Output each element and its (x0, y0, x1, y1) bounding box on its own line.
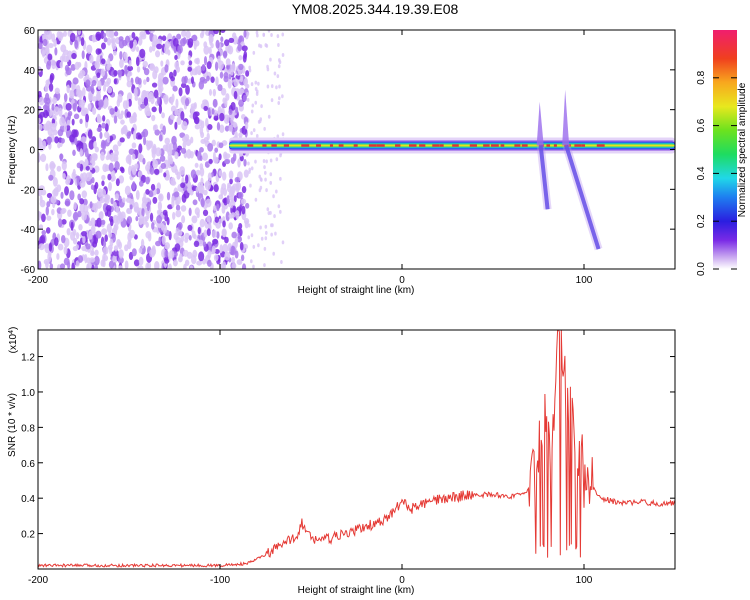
spectrogram-y-ticks: 60 40 20 0 -20 -40 -60 (21, 26, 675, 276)
y-tick-label: 1.2 (21, 353, 35, 364)
y-tick-label: 0.2 (21, 530, 35, 541)
snr-panel: -200 -100 0 100 0.2 0.4 0.6 0.8 1.0 1.2 Height o… (7, 327, 676, 596)
spectrogram-y-label: Frequency (Hz) (7, 116, 18, 185)
y-tick-label: 0.4 (21, 494, 35, 505)
colorbar-tick-label: 0.6 (696, 118, 707, 132)
colorbar-tick-label: 0.0 (696, 262, 707, 276)
snr-x-label: Height of straight line (km) (298, 585, 415, 596)
colorbar: 0.0 0.2 0.4 0.6 0.8 Normalized spectral ampl… (696, 30, 748, 276)
colorbar-tick-label: 0.2 (696, 214, 707, 228)
y-tick-label: 0.6 (21, 459, 35, 470)
noise-speckles (38, 30, 285, 269)
spectrogram-content (38, 30, 675, 269)
carrier-band (229, 137, 675, 154)
y-tick-label: -20 (21, 185, 36, 196)
colorbar-label: Normalized spectral amplitude (737, 82, 748, 217)
colorbar-tick-label: 0.4 (696, 166, 707, 180)
excursion-0 (536, 101, 552, 210)
spectrogram-x-label: Height of straight line (km) (298, 285, 415, 296)
spectrogram-x-ticks: -200 -100 0 100 (28, 30, 593, 286)
snr-x-ticks: -200 -100 0 100 (28, 330, 593, 586)
snr-y-ticks: 0.2 0.4 0.6 0.8 1.0 1.2 (21, 353, 675, 541)
snr-multiplier-base: (x10 (8, 333, 19, 353)
colorbar-ticks: 0.0 0.2 0.4 0.6 0.8 (696, 70, 737, 276)
y-tick-label: 0 (29, 146, 35, 157)
x-tick-label: -200 (28, 575, 48, 586)
snr-multiplier: (x104) (8, 327, 19, 354)
x-tick-label: 0 (399, 275, 405, 286)
x-tick-label: 0 (399, 575, 405, 586)
x-tick-label: 100 (576, 275, 593, 286)
y-tick-label: 20 (24, 106, 36, 117)
y-tick-label: -60 (21, 265, 36, 276)
y-tick-label: 60 (24, 26, 36, 37)
snr-multiplier-close: ) (8, 327, 19, 330)
x-tick-label: -200 (28, 275, 48, 286)
colorbar-gradient (713, 30, 737, 269)
snr-multiplier-exp: 4 (8, 330, 15, 334)
x-tick-label: -100 (210, 575, 230, 586)
snr-y-label: SNR (10 * v/v) (7, 393, 18, 457)
excursion-1 (562, 89, 603, 251)
x-tick-label: -100 (210, 275, 230, 286)
y-tick-label: -40 (21, 225, 36, 236)
figure-title: YM08.2025.344.19.39.E08 (292, 1, 459, 17)
y-tick-label: 0.8 (21, 423, 35, 434)
colorbar-tick-label: 0.8 (696, 70, 707, 84)
x-tick-label: 100 (576, 575, 593, 586)
snr-series-line (38, 330, 675, 568)
y-tick-label: 40 (24, 66, 36, 77)
spectrogram-panel: -200 -100 0 100 60 40 20 0 -20 -40 -60 Height of … (7, 26, 676, 296)
snr-frame (37, 329, 676, 570)
y-tick-label: 1.0 (21, 388, 35, 399)
